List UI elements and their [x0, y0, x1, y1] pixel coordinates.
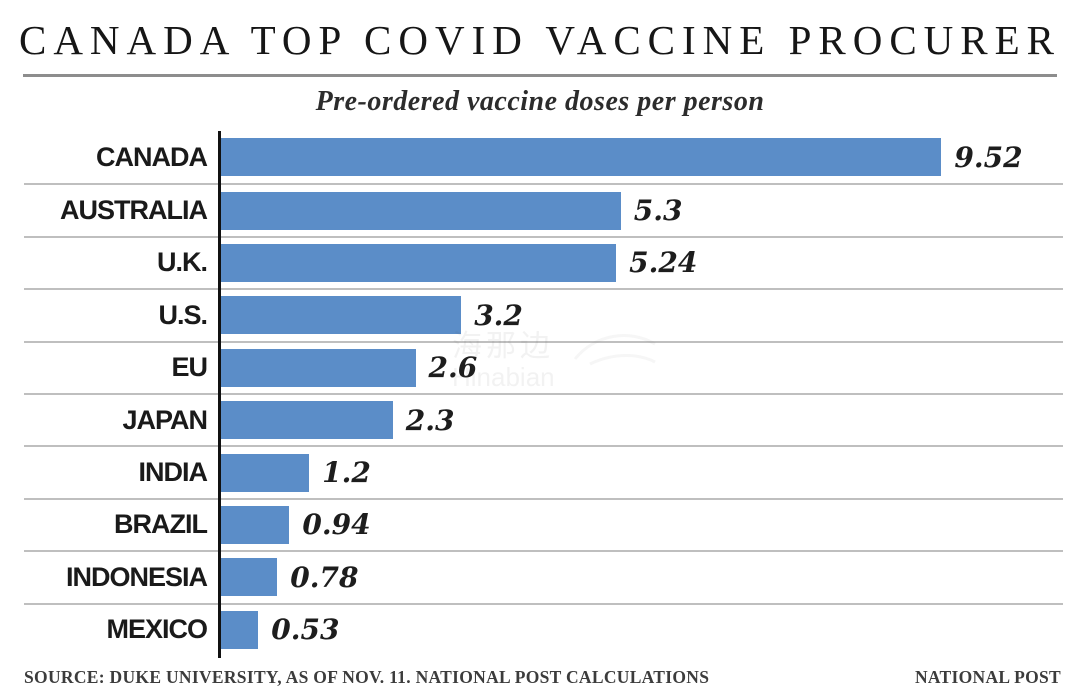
bar [218, 191, 621, 230]
value-label: 0.94 [302, 508, 371, 542]
value-label: 0.53 [271, 613, 340, 647]
bar [218, 610, 259, 649]
value-label: 5.24 [629, 246, 698, 280]
footer: SOURCE: DUKE UNIVERSITY, AS OF NOV. 11. … [24, 667, 1061, 688]
category-label: AUSTRALIA [60, 195, 208, 226]
bar-row-brazil: BRAZIL 0.94 [24, 497, 1063, 550]
bar [218, 401, 393, 440]
title-divider [23, 74, 1057, 77]
bar [218, 296, 462, 335]
chart-subtitle: Pre-ordered vaccine doses per person [315, 86, 765, 117]
bar-track: 2.3 [218, 395, 1063, 445]
bar [218, 138, 942, 177]
bar-track: 5.3 [218, 185, 1063, 235]
bar-row-uk: U.K. 5.24 [24, 235, 1063, 288]
bar-row-india: INDIA 1.2 [24, 445, 1063, 497]
bar-track: 3.2 [218, 290, 1063, 340]
category-label: U.K. [157, 247, 208, 278]
bar-chart: CANADA 9.52 AUSTRALIA 5.3 U.K. 5.24 U.S. 3.2 EU 2… [24, 131, 1063, 658]
bar-row-eu: EU 2.6 [24, 340, 1063, 393]
source-note: SOURCE: DUKE UNIVERSITY, AS OF NOV. 11. … [24, 667, 710, 687]
category-label: CANADA [96, 141, 208, 172]
bar [218, 243, 617, 282]
page-title: CANADA TOP COVID VACCINE PROCURER [18, 17, 1062, 63]
category-label: BRAZIL [114, 509, 208, 540]
category-label: U.S. [158, 299, 208, 330]
bar-track: 2.6 [218, 343, 1063, 393]
bar [218, 505, 290, 544]
category-label: JAPAN [122, 404, 208, 435]
bar-track: 5.24 [218, 238, 1063, 288]
publisher-credit: NATIONAL POST [914, 667, 1061, 687]
y-axis-line [218, 131, 221, 658]
category-label: EU [171, 352, 208, 383]
bar-row-indonesia: INDONESIA 0.78 [24, 550, 1063, 602]
value-label: 1.2 [322, 456, 371, 490]
value-label: 0.78 [290, 560, 359, 594]
bar-row-us: U.S. 3.2 [24, 288, 1063, 340]
bar [218, 453, 310, 492]
bar-track: 0.78 [218, 552, 1063, 602]
category-label: INDIA [138, 457, 209, 488]
value-label: 3.2 [474, 298, 523, 332]
value-label: 5.3 [633, 194, 683, 228]
value-label: 9.52 [954, 140, 1023, 174]
category-label: MEXICO [106, 614, 208, 645]
bar [218, 558, 278, 597]
bar-rows: CANADA 9.52 AUSTRALIA 5.3 U.K. 5.24 U.S. 3.2 EU 2… [24, 131, 1063, 655]
bar [218, 348, 416, 387]
bar-row-canada: CANADA 9.52 [24, 131, 1063, 183]
bar-row-australia: AUSTRALIA 5.3 [24, 183, 1063, 235]
value-label: 2.6 [428, 351, 478, 385]
bar-row-mexico: MEXICO 0.53 [24, 602, 1063, 655]
bar-track: 0.94 [218, 500, 1063, 550]
bar-row-japan: JAPAN 2.3 [24, 392, 1063, 445]
bar-track: 9.52 [218, 131, 1063, 183]
bar-track: 0.53 [218, 605, 1063, 655]
bar-track: 1.2 [218, 447, 1063, 497]
category-label: INDONESIA [65, 561, 208, 592]
value-label: 2.3 [405, 403, 455, 437]
